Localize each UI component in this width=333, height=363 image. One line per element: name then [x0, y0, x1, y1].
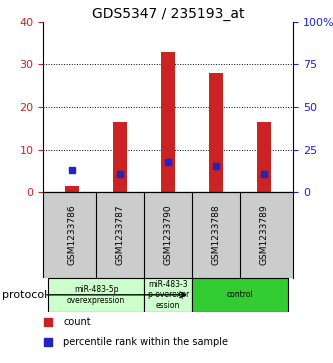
Bar	[209, 73, 223, 192]
Text: count: count	[63, 317, 91, 327]
Title: GDS5347 / 235193_at: GDS5347 / 235193_at	[92, 7, 244, 21]
Text: GSM1233790: GSM1233790	[164, 205, 173, 265]
Text: control: control	[227, 290, 254, 299]
Text: GSM1233787: GSM1233787	[116, 205, 125, 265]
Bar	[257, 122, 271, 192]
Text: protocol: protocol	[2, 290, 47, 300]
Text: GSM1233786: GSM1233786	[68, 205, 77, 265]
Text: GSM1233789: GSM1233789	[260, 205, 269, 265]
Text: percentile rank within the sample: percentile rank within the sample	[63, 337, 228, 347]
Bar	[161, 52, 175, 192]
Text: GSM1233788: GSM1233788	[212, 205, 221, 265]
Bar	[113, 122, 127, 192]
Bar	[65, 186, 79, 192]
Bar	[192, 278, 288, 312]
Text: miR-483-3
p overexpr
ession: miR-483-3 p overexpr ession	[148, 280, 189, 310]
Bar	[144, 278, 192, 312]
Text: miR-483-5p
overexpression: miR-483-5p overexpression	[67, 285, 125, 305]
Bar	[48, 278, 144, 312]
